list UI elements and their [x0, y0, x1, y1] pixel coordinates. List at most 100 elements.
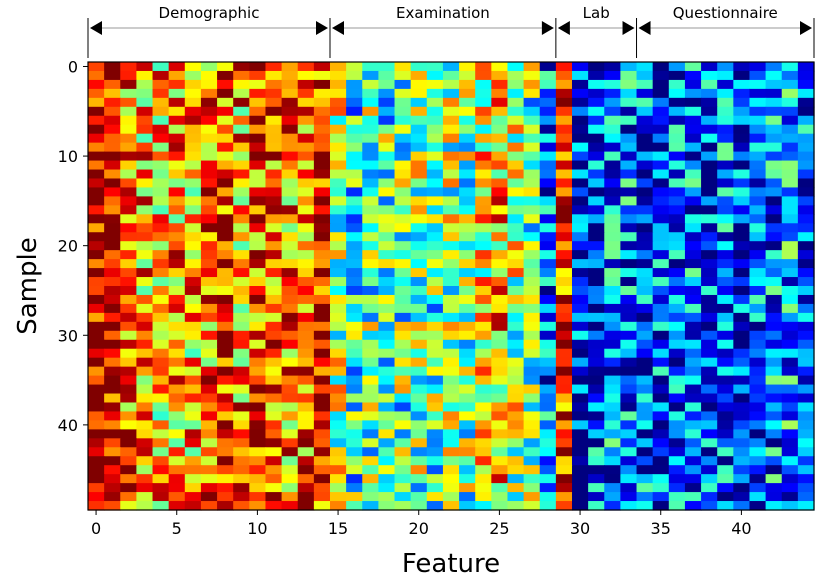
heatmap-cell: [604, 241, 621, 251]
heatmap-cell: [410, 456, 428, 466]
heatmap-cell: [797, 268, 815, 278]
heatmap-cell: [136, 384, 154, 395]
heatmap-cell: [636, 420, 654, 430]
heatmap-cell: [120, 70, 137, 81]
heatmap-cell: [701, 393, 718, 404]
heatmap-cell: [523, 483, 541, 493]
heatmap-cell: [781, 205, 799, 215]
heatmap-cell: [330, 438, 347, 448]
heatmap-cell: [426, 250, 444, 260]
heatmap-cell: [265, 483, 283, 493]
heatmap-cell: [539, 97, 557, 108]
heatmap-cell: [701, 214, 718, 224]
heatmap-cell: [523, 169, 541, 180]
heatmap-cell: [200, 483, 218, 493]
heatmap-cell: [797, 411, 815, 421]
heatmap-cell: [297, 79, 315, 90]
heatmap-cell: [701, 79, 718, 90]
group-label: Questionnaire: [673, 4, 778, 22]
heatmap-cell: [668, 160, 686, 171]
heatmap-cell: [249, 241, 267, 251]
heatmap-cell: [281, 321, 299, 332]
heatmap-cell: [572, 447, 589, 457]
heatmap-cell: [652, 205, 670, 215]
heatmap-cell: [394, 384, 412, 395]
heatmap-cell: [572, 456, 589, 466]
heatmap-cell: [765, 88, 783, 99]
heatmap-cell: [668, 456, 686, 466]
heatmap-cell: [555, 456, 573, 466]
heatmap-cell: [362, 402, 379, 413]
heatmap-cell: [507, 187, 525, 197]
heatmap-cell: [249, 438, 267, 448]
heatmap-cell: [426, 402, 444, 413]
heatmap-cell: [249, 196, 267, 206]
heatmap-cell: [539, 303, 557, 314]
heatmap-cell: [120, 330, 137, 341]
heatmap-cell: [184, 205, 202, 215]
heatmap-cell: [168, 402, 186, 413]
heatmap-cell: [604, 232, 621, 242]
heatmap-cell: [426, 277, 444, 287]
heatmap-cell: [604, 483, 621, 493]
heatmap-cell: [733, 133, 751, 144]
heatmap-cell: [459, 169, 476, 180]
heatmap-cell: [217, 429, 234, 439]
heatmap-cell: [104, 294, 121, 305]
heatmap-cell: [313, 115, 331, 126]
heatmap-cell: [701, 384, 718, 395]
heatmap-cell: [459, 429, 476, 439]
heatmap-cell: [765, 277, 783, 287]
heatmap-cell: [765, 330, 783, 341]
heatmap-cell: [200, 142, 218, 153]
heatmap-cell: [636, 70, 654, 81]
heatmap-cell: [781, 124, 799, 135]
heatmap-cell: [539, 268, 557, 278]
heatmap-cell: [765, 115, 783, 126]
heatmap-cell: [572, 106, 589, 117]
heatmap-cell: [717, 97, 734, 108]
heatmap-cell: [668, 151, 686, 162]
heatmap-cell: [442, 142, 460, 153]
heatmap-cell: [297, 438, 315, 448]
heatmap-cell: [749, 303, 767, 314]
heatmap-cell: [620, 268, 638, 278]
heatmap-cell: [572, 160, 589, 171]
heatmap-cell: [781, 492, 799, 502]
heatmap-cell: [797, 474, 815, 484]
heatmap-cell: [555, 330, 573, 341]
heatmap-cell: [459, 79, 476, 90]
heatmap-cell: [249, 492, 267, 502]
heatmap-cell: [636, 151, 654, 162]
heatmap-cell: [572, 474, 589, 484]
heatmap-cell: [588, 375, 605, 386]
heatmap-cell: [684, 312, 702, 323]
heatmap-cell: [184, 133, 202, 144]
heatmap-cell: [217, 79, 234, 90]
heatmap-cell: [217, 294, 234, 305]
heatmap-cell: [797, 501, 815, 511]
heatmap-cell: [652, 214, 670, 224]
heatmap-cell: [717, 447, 734, 457]
heatmap-cell: [136, 268, 154, 278]
heatmap-cell: [104, 402, 121, 413]
heatmap-cell: [394, 447, 412, 457]
heatmap-cell: [491, 375, 509, 386]
heatmap-cell: [604, 88, 621, 99]
heatmap-cell: [797, 483, 815, 493]
heatmap-cell: [200, 366, 218, 377]
heatmap-cell: [668, 79, 686, 90]
heatmap-cell: [362, 483, 379, 493]
heatmap-cell: [233, 178, 250, 189]
heatmap-cell: [684, 357, 702, 368]
heatmap-cell: [733, 88, 751, 99]
heatmap-cell: [233, 187, 250, 197]
heatmap-cell: [781, 286, 799, 296]
heatmap-cell: [378, 339, 396, 350]
heatmap-cell: [555, 62, 573, 72]
heatmap-cell: [733, 79, 751, 90]
heatmap-cell: [152, 70, 170, 81]
heatmap-cell: [200, 330, 218, 341]
heatmap-cell: [507, 312, 525, 323]
heatmap-cell: [507, 384, 525, 395]
